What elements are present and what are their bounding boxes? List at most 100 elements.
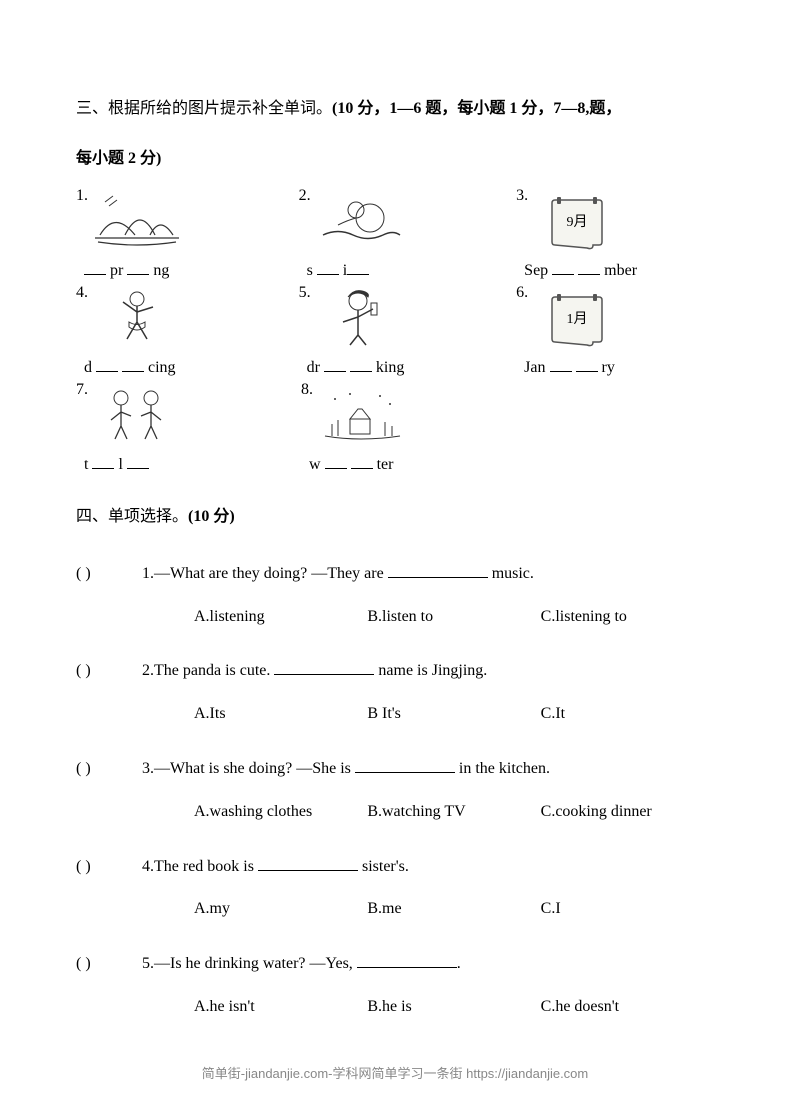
word-item: 7. t l [76, 381, 301, 474]
answer-paren[interactable]: ( ) [76, 946, 142, 983]
blank[interactable] [324, 356, 346, 372]
options-row: A.ItsB It'sC.It [76, 696, 714, 733]
answer-paren[interactable]: ( ) [76, 653, 142, 690]
option[interactable]: B.he is [367, 989, 540, 1026]
word-grid: 1. pr ng2. s i3. 9月 Sep mber4. d cing5. … [76, 187, 714, 478]
blank[interactable] [351, 453, 373, 469]
q-text-part: —Is he drinking water? —Yes, [154, 955, 357, 972]
calendar-icon: 1月 [545, 285, 609, 349]
options-row: A.myB.meC.I [76, 891, 714, 928]
blank[interactable] [350, 356, 372, 372]
blank[interactable] [92, 453, 114, 469]
word-row: 7. t l 8. w ter [76, 381, 714, 474]
q-text-part: The panda is cute. [154, 662, 274, 679]
question-number: 3. [142, 751, 154, 788]
option[interactable]: C.cooking dinner [541, 794, 714, 831]
item-number: 6. [516, 284, 528, 302]
option[interactable]: A.he isn't [194, 989, 367, 1026]
blank[interactable] [552, 259, 574, 275]
blank[interactable] [317, 259, 339, 275]
answer-paren[interactable]: ( ) [76, 849, 142, 886]
blank[interactable] [355, 757, 455, 773]
question-number: 2. [142, 653, 154, 690]
option[interactable]: B.watching TV [367, 794, 540, 831]
question-line: ( )1.—What are they doing? —They are mus… [76, 556, 714, 593]
blank[interactable] [576, 356, 598, 372]
questions-container: ( )1.—What are they doing? —They are mus… [76, 556, 714, 1026]
option[interactable]: A.Its [194, 696, 367, 733]
sketch-icon [318, 190, 402, 250]
question-block: ( )4.The red book is sister's. A.myB.meC.… [76, 849, 714, 929]
question-line: ( )4.The red book is sister's. [76, 849, 714, 886]
item-number: 3. [516, 187, 528, 205]
options-row: A.washing clothesB.watching TVC.cooking … [76, 794, 714, 831]
section3-title-prefix: 三、根据所给的图片提示补全单词。 [76, 100, 332, 117]
question-number: 5. [142, 946, 154, 983]
word-part: ng [149, 262, 169, 279]
item-number: 7. [76, 381, 88, 399]
item-number: 2. [299, 187, 311, 205]
blank[interactable] [96, 356, 118, 372]
question-text: —What is she doing? —She is in the kitch… [154, 751, 550, 788]
options-row: A.listeningB.listen toC.listening to [76, 599, 714, 636]
question-text: The panda is cute. name is Jingjing. [154, 653, 487, 690]
word-item-top: 1. [76, 187, 182, 253]
word-text: d cing [76, 356, 176, 377]
option[interactable]: A.my [194, 891, 367, 928]
blank[interactable] [347, 259, 369, 275]
blank[interactable] [258, 855, 358, 871]
option[interactable]: C.I [541, 891, 714, 928]
word-part: Jan [524, 359, 549, 376]
option[interactable]: B It's [367, 696, 540, 733]
word-part: dr [307, 359, 324, 376]
option[interactable]: A.washing clothes [194, 794, 367, 831]
blank[interactable] [127, 453, 149, 469]
item-number: 5. [299, 284, 311, 302]
question-number: 1. [142, 556, 154, 593]
blank[interactable] [357, 952, 457, 968]
option[interactable]: C.It [541, 696, 714, 733]
svg-text:9月: 9月 [567, 214, 588, 230]
q-text-part: name is Jingjing. [374, 662, 487, 679]
word-item: 2. s i [299, 187, 517, 280]
blank[interactable] [578, 259, 600, 275]
sketch-icon [95, 190, 179, 250]
section3-title-score: (10 分，1—6 题，每小题 1 分，7—8,题， [332, 100, 621, 117]
answer-paren[interactable]: ( ) [76, 556, 142, 593]
question-line: ( )5.—Is he drinking water? —Yes, . [76, 946, 714, 983]
option[interactable]: B.listen to [367, 599, 540, 636]
question-text: —What are they doing? —They are music. [154, 556, 534, 593]
word-item-top: 4. [76, 284, 182, 350]
word-part: l [114, 456, 126, 473]
word-part: ry [598, 359, 615, 376]
word-item: 3. 9月 Sep mber [516, 187, 714, 280]
image-box [92, 284, 182, 350]
blank[interactable] [388, 562, 488, 578]
word-text: s i [299, 259, 370, 280]
option[interactable]: B.me [367, 891, 540, 928]
word-item-top: 2. [299, 187, 405, 253]
question-block: ( )3.—What is she doing? —She is in the … [76, 751, 714, 831]
blank[interactable] [274, 659, 374, 675]
word-part: cing [144, 359, 176, 376]
blank[interactable] [122, 356, 144, 372]
option[interactable]: C.he doesn't [541, 989, 714, 1026]
item-number: 4. [76, 284, 88, 302]
section4-score: (10 分) [188, 508, 235, 525]
word-item: 4. d cing [76, 284, 299, 377]
word-part: s [307, 262, 317, 279]
answer-paren[interactable]: ( ) [76, 751, 142, 788]
calendar-icon: 9月 [545, 188, 609, 252]
blank[interactable] [325, 453, 347, 469]
image-box [92, 381, 182, 447]
option[interactable]: A.listening [194, 599, 367, 636]
q-text-part: —What is she doing? —She is [154, 760, 355, 777]
section4-title: 四、单项选择。(10 分) [76, 496, 714, 538]
word-part: w [309, 456, 325, 473]
blank[interactable] [550, 356, 572, 372]
blank[interactable] [84, 259, 106, 275]
q-text-part: . [457, 955, 461, 972]
blank[interactable] [127, 259, 149, 275]
option[interactable]: C.listening to [541, 599, 714, 636]
section3-title-line2-text: 每小题 2 分) [76, 150, 161, 167]
